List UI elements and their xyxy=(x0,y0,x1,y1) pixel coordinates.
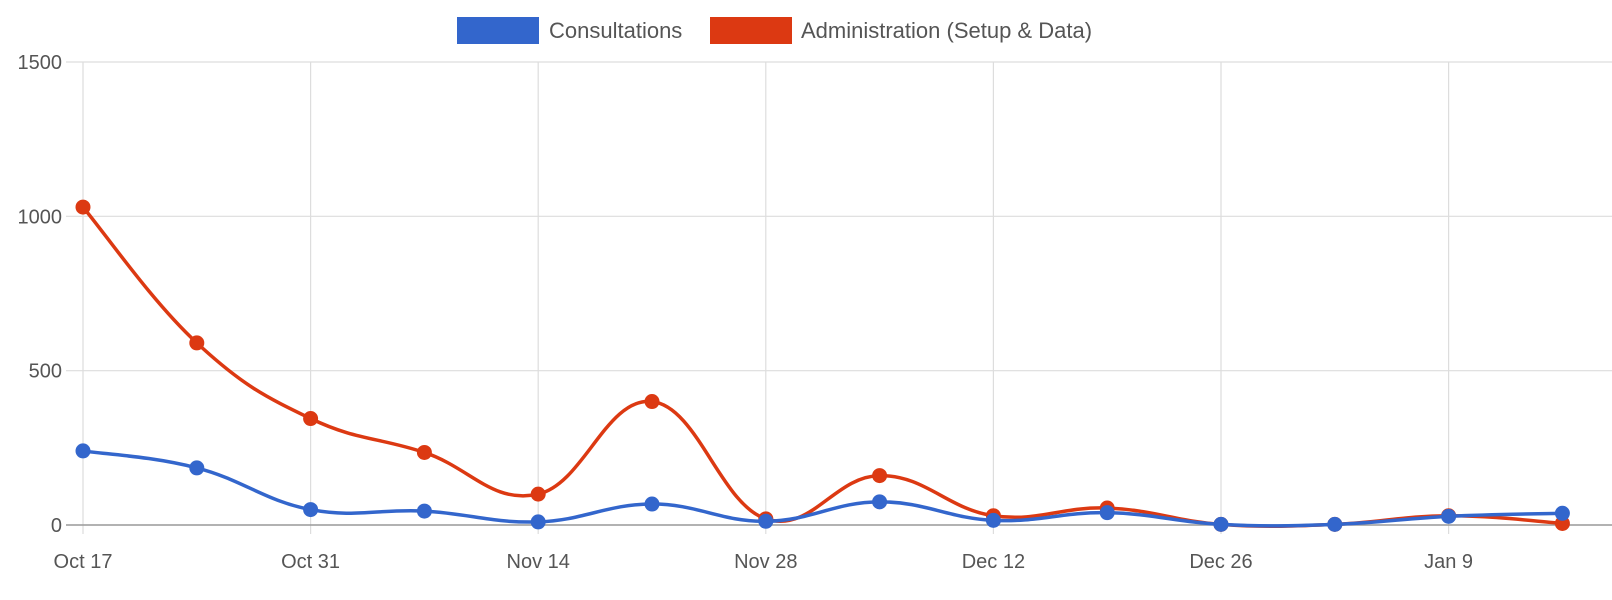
data-point-1-0 xyxy=(75,199,91,215)
axes: 0 500 1000 1500 Oct 17 Oct 31 Nov 14 Nov 28 Dec … xyxy=(18,52,1612,573)
x-tick-label: Dec 26 xyxy=(1189,551,1252,573)
x-tick-label: Nov 14 xyxy=(507,551,570,573)
data-point-0-10 xyxy=(1213,516,1229,532)
data-point-0-5 xyxy=(644,496,660,512)
series-line-1 xyxy=(81,205,1565,529)
x-tick-label: Oct 17 xyxy=(54,551,113,573)
data-point-1-3 xyxy=(416,444,432,460)
data-point-1-4 xyxy=(530,486,546,502)
series-group xyxy=(75,199,1570,532)
series-1 xyxy=(75,199,1570,532)
data-point-1-1 xyxy=(189,335,205,351)
data-point-0-6 xyxy=(758,513,774,529)
data-point-0-8 xyxy=(985,512,1001,528)
y-tick-label: 500 xyxy=(29,361,62,383)
legend-label: Consultations xyxy=(549,18,682,43)
data-point-1-5 xyxy=(644,394,660,410)
data-point-0-3 xyxy=(416,503,432,519)
legend-swatch xyxy=(710,17,792,44)
x-tick-label: Dec 12 xyxy=(962,551,1025,573)
x-tick-label: Nov 28 xyxy=(734,551,797,573)
data-point-0-4 xyxy=(530,514,546,530)
legend-swatch xyxy=(457,17,539,44)
data-point-1-7 xyxy=(872,468,888,484)
legend: Consultations Administration (Setup & Dat… xyxy=(457,17,1092,44)
data-point-0-7 xyxy=(872,494,888,510)
data-point-0-12 xyxy=(1441,508,1457,524)
x-tick-label: Jan 9 xyxy=(1424,551,1473,573)
gridlines xyxy=(66,61,1612,534)
legend-item-1: Administration (Setup & Data) xyxy=(710,17,1092,44)
data-point-0-0 xyxy=(75,443,91,459)
series-line-0 xyxy=(81,449,1565,528)
x-tick-label: Oct 31 xyxy=(281,551,340,573)
data-point-0-1 xyxy=(189,460,205,476)
y-tick-label: 1500 xyxy=(18,52,63,74)
y-tick-label: 0 xyxy=(51,515,62,537)
data-point-0-13 xyxy=(1554,505,1570,521)
data-point-0-11 xyxy=(1327,516,1343,532)
series-0 xyxy=(75,443,1570,532)
data-point-0-2 xyxy=(303,502,319,518)
data-point-0-9 xyxy=(1099,505,1115,521)
data-point-1-2 xyxy=(303,411,319,427)
legend-label: Administration (Setup & Data) xyxy=(801,18,1092,43)
legend-item-0: Consultations xyxy=(457,17,682,44)
y-tick-label: 1000 xyxy=(18,206,63,228)
